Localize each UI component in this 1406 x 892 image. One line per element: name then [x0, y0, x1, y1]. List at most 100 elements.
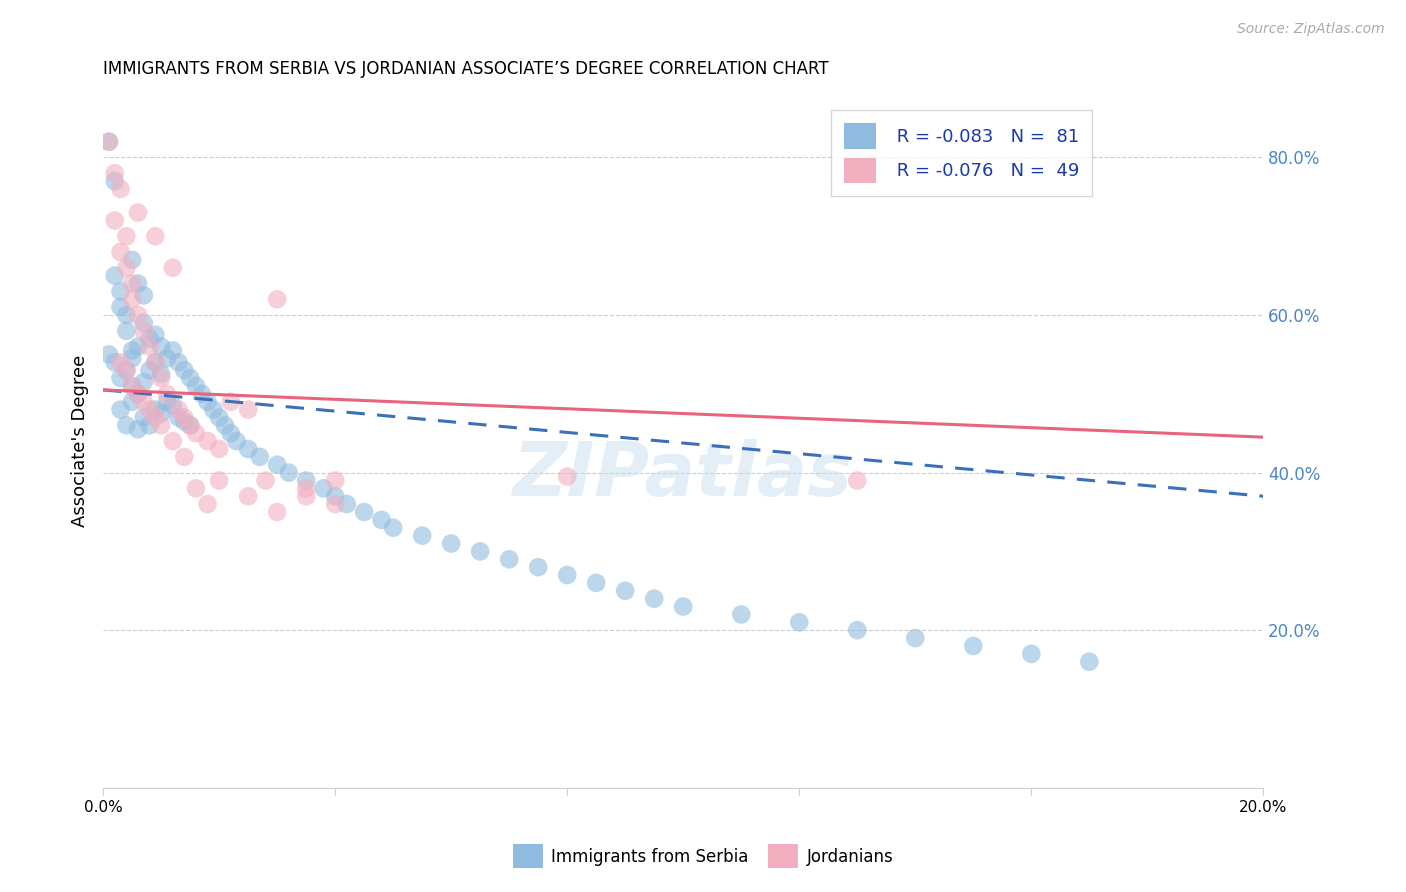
Point	[184, 426, 207, 441]
Point	[127, 340, 149, 354]
Point	[104, 355, 127, 369]
Point	[787, 615, 810, 630]
Point	[110, 371, 132, 385]
Point	[730, 607, 752, 622]
Point	[156, 387, 179, 401]
Point	[110, 355, 132, 369]
Point	[323, 474, 346, 488]
Point	[266, 293, 288, 307]
Point	[370, 513, 392, 527]
Point	[184, 481, 207, 495]
Point	[97, 135, 120, 149]
Point	[266, 458, 288, 472]
Point	[97, 135, 120, 149]
Y-axis label: Associate's Degree: Associate's Degree	[72, 355, 89, 527]
Point	[110, 300, 132, 314]
Text: IMMIGRANTS FROM SERBIA VS JORDANIAN ASSOCIATE’S DEGREE CORRELATION CHART: IMMIGRANTS FROM SERBIA VS JORDANIAN ASSO…	[103, 60, 828, 78]
Point	[295, 474, 318, 488]
Point	[904, 631, 927, 645]
Point	[173, 410, 195, 425]
Point	[132, 324, 155, 338]
Point	[167, 410, 190, 425]
Point	[156, 394, 179, 409]
Point	[202, 402, 225, 417]
Point	[138, 402, 160, 417]
Point	[143, 327, 166, 342]
Point	[127, 277, 149, 291]
Point	[104, 174, 127, 188]
Point	[115, 229, 138, 244]
Point	[353, 505, 375, 519]
Point	[110, 245, 132, 260]
Point	[312, 481, 335, 495]
Point	[846, 474, 869, 488]
Point	[173, 450, 195, 464]
Point	[115, 363, 138, 377]
Point	[225, 434, 247, 448]
Point	[277, 466, 299, 480]
Point	[115, 418, 138, 433]
Point	[254, 474, 277, 488]
Point	[121, 252, 143, 267]
Point	[127, 387, 149, 401]
Point	[132, 394, 155, 409]
Point	[179, 371, 201, 385]
Point	[138, 418, 160, 433]
Point	[470, 544, 492, 558]
Point	[249, 450, 271, 464]
Point	[121, 277, 143, 291]
Point	[138, 363, 160, 377]
Point	[190, 387, 212, 401]
Point	[115, 308, 138, 322]
Point	[197, 497, 219, 511]
Point	[236, 402, 259, 417]
Point	[236, 489, 259, 503]
Point	[266, 505, 288, 519]
Point	[527, 560, 550, 574]
Point	[121, 379, 143, 393]
Point	[143, 355, 166, 369]
Point	[156, 351, 179, 366]
Point	[121, 293, 143, 307]
Point	[173, 363, 195, 377]
Point	[127, 205, 149, 219]
Point	[132, 288, 155, 302]
Point	[150, 418, 173, 433]
Point	[143, 229, 166, 244]
Point	[184, 379, 207, 393]
Legend: Immigrants from Serbia, Jordanians: Immigrants from Serbia, Jordanians	[506, 838, 900, 875]
Point	[115, 260, 138, 275]
Point	[323, 497, 346, 511]
Point	[440, 536, 463, 550]
Point	[127, 422, 149, 436]
Point	[167, 355, 190, 369]
Point	[150, 371, 173, 385]
Point	[555, 568, 578, 582]
Point	[110, 402, 132, 417]
Point	[336, 497, 359, 511]
Point	[150, 367, 173, 381]
Point	[295, 489, 318, 503]
Point	[121, 343, 143, 358]
Point	[138, 332, 160, 346]
Point	[846, 623, 869, 637]
Point	[219, 426, 242, 441]
Point	[121, 379, 143, 393]
Point	[382, 521, 405, 535]
Point	[115, 324, 138, 338]
Point	[167, 402, 190, 417]
Point	[1019, 647, 1042, 661]
Point	[236, 442, 259, 456]
Point	[585, 575, 607, 590]
Point	[162, 260, 184, 275]
Point	[179, 418, 201, 433]
Point	[121, 394, 143, 409]
Point	[962, 639, 984, 653]
Point	[110, 285, 132, 299]
Point	[411, 528, 433, 542]
Point	[143, 402, 166, 417]
Point	[208, 410, 231, 425]
Point	[162, 399, 184, 413]
Point	[162, 434, 184, 448]
Point	[127, 387, 149, 401]
